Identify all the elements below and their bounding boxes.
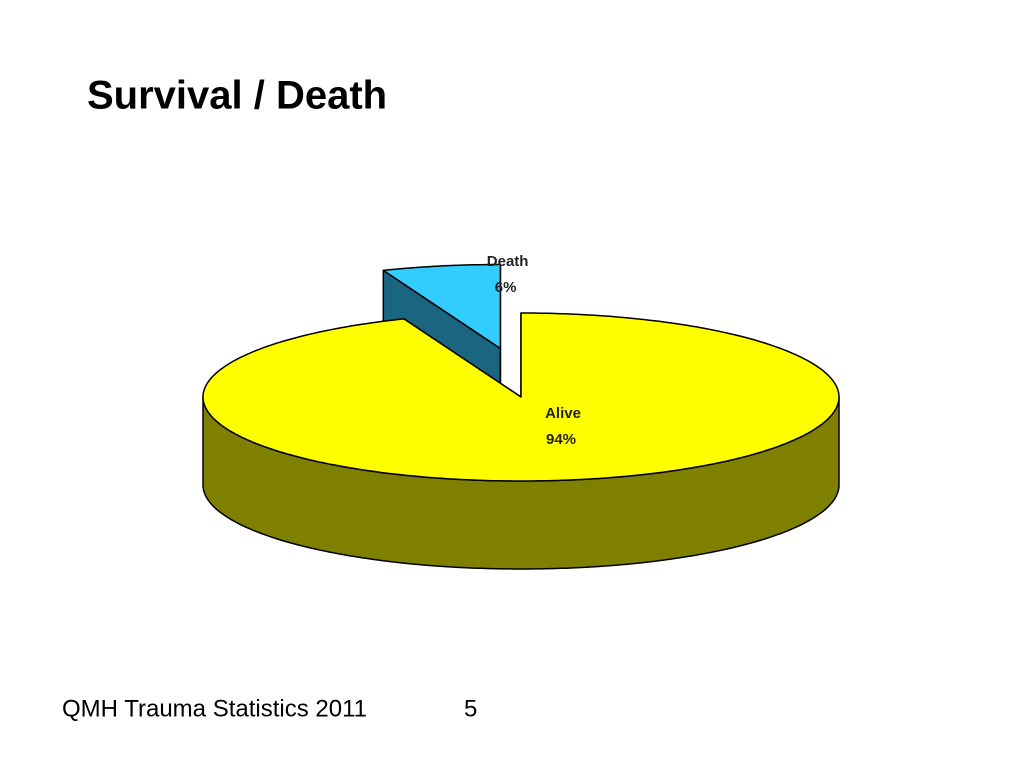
slice-top (202, 312, 840, 482)
slice-value-label: 94% (546, 431, 576, 448)
pie-chart: Alive 94% Death 6% (202, 253, 840, 570)
footer-text: QMH Trauma Statistics 2011 (62, 695, 367, 722)
slice-top (382, 263, 502, 350)
slice-label: Alive (545, 405, 581, 422)
slice-label: Death (487, 253, 529, 270)
slide-title: Survival / Death (87, 74, 387, 118)
slice-value-label: 6% (495, 279, 517, 296)
page-number: 5 (464, 695, 477, 722)
